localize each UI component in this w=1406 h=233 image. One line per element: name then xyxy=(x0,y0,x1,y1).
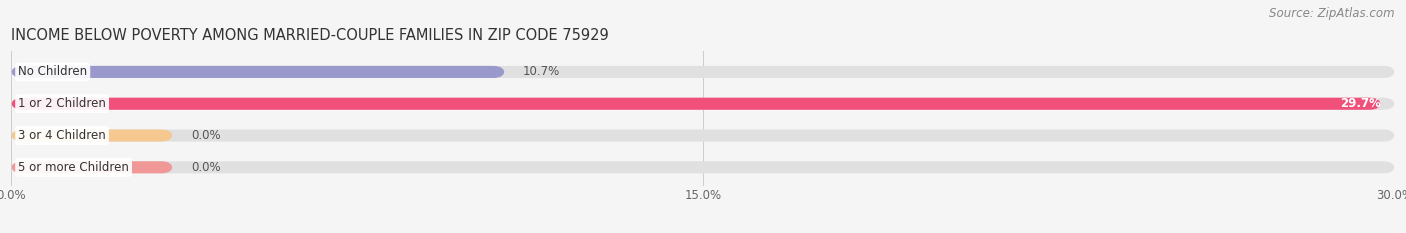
Text: 5 or more Children: 5 or more Children xyxy=(18,161,129,174)
FancyBboxPatch shape xyxy=(11,98,1381,110)
Text: 0.0%: 0.0% xyxy=(191,161,221,174)
Text: No Children: No Children xyxy=(18,65,87,79)
Text: Source: ZipAtlas.com: Source: ZipAtlas.com xyxy=(1270,7,1395,20)
Text: 1 or 2 Children: 1 or 2 Children xyxy=(18,97,105,110)
Text: 29.7%: 29.7% xyxy=(1340,97,1381,110)
FancyBboxPatch shape xyxy=(11,130,173,142)
Text: 3 or 4 Children: 3 or 4 Children xyxy=(18,129,105,142)
FancyBboxPatch shape xyxy=(11,161,1395,173)
FancyBboxPatch shape xyxy=(11,66,505,78)
Text: 0.0%: 0.0% xyxy=(191,129,221,142)
Text: 10.7%: 10.7% xyxy=(523,65,561,79)
FancyBboxPatch shape xyxy=(11,161,173,173)
FancyBboxPatch shape xyxy=(11,130,1395,142)
Text: INCOME BELOW POVERTY AMONG MARRIED-COUPLE FAMILIES IN ZIP CODE 75929: INCOME BELOW POVERTY AMONG MARRIED-COUPL… xyxy=(11,28,609,43)
FancyBboxPatch shape xyxy=(11,66,1395,78)
FancyBboxPatch shape xyxy=(11,98,1395,110)
